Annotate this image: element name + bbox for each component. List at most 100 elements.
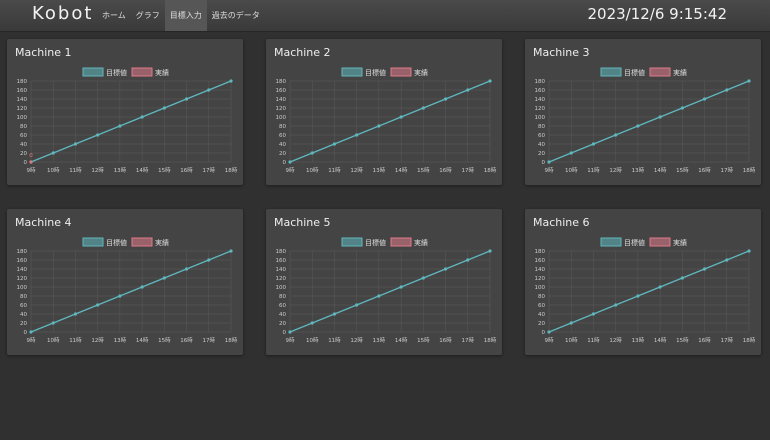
legend-label-target: 目標値 [365, 68, 386, 77]
chart-grid [548, 250, 750, 333]
x-tick-label: 15時 [417, 166, 430, 174]
data-point-target [658, 285, 662, 289]
x-tick-label: 17時 [203, 166, 216, 174]
data-point-target [118, 124, 122, 128]
machine-card-title: Machine 6 [533, 216, 590, 229]
y-tick-label: 60 [20, 303, 27, 309]
x-tick-label: 10時 [565, 336, 578, 344]
data-point-target [377, 294, 381, 298]
machine-card-title: Machine 3 [533, 46, 590, 59]
x-tick-label: 16時 [180, 166, 193, 174]
data-point-target [355, 303, 359, 307]
data-point-target [569, 321, 573, 325]
data-point-target [591, 312, 596, 316]
y-tick-label: 20 [538, 151, 545, 157]
machine-card: Machine 4 目標値 実績 0 20 40 60 80 100 120 140 160 180 9… [7, 209, 243, 355]
machine-chart: 目標値 実績 0 20 40 60 80 100 120 140 160 180 9時 10時 11時 12時… [535, 237, 756, 344]
series-line-target [289, 80, 491, 163]
data-point-target [636, 294, 640, 298]
x-tick-label: 13時 [632, 166, 645, 174]
data-point-target [725, 88, 729, 92]
nav-item-home[interactable]: ホーム [102, 11, 126, 20]
x-tick-label: 10時 [306, 336, 319, 344]
x-tick-label: 10時 [565, 166, 578, 174]
x-tick-label: 12時 [350, 166, 363, 174]
data-point-target [421, 106, 425, 110]
data-point-target [229, 79, 233, 83]
x-tick-label: 18時 [225, 336, 238, 344]
y-tick-label: 160 [276, 88, 287, 94]
y-tick-label: 20 [279, 321, 286, 327]
y-tick-label: 160 [17, 258, 28, 264]
chart-grid [30, 250, 232, 333]
y-tick-label: 80 [20, 124, 27, 130]
y-tick-label: 120 [17, 276, 28, 282]
data-point-target [29, 330, 33, 334]
machine-card: Machine 5 目標値 実績 0 20 40 60 80 100 120 140 160 180 9… [266, 209, 502, 355]
x-tick-label: 9時 [545, 166, 554, 174]
x-tick-label: 11時 [328, 166, 341, 174]
nav-item-target-input[interactable]: 目標入力 [164, 0, 207, 31]
machine-card: Machine 3 目標値 実績 0 20 40 60 80 100 120 140 160 180 9… [525, 39, 761, 185]
x-tick-label: 18時 [225, 166, 238, 174]
data-point-target [96, 133, 100, 137]
data-point-target [569, 151, 573, 155]
data-point-target [73, 312, 78, 316]
legend-swatch-actual [649, 237, 671, 247]
data-point-target [547, 160, 551, 164]
y-tick-label: 160 [535, 88, 546, 94]
x-tick-label: 17時 [721, 336, 734, 344]
data-point-target [207, 258, 211, 262]
y-tick-label: 0 [283, 330, 287, 336]
x-tick-label: 15時 [158, 166, 171, 174]
series-line-target [548, 80, 750, 163]
x-tick-label: 16時 [439, 166, 452, 174]
y-tick-label: 40 [279, 142, 286, 148]
data-point-target [399, 285, 403, 289]
data-point-target [702, 267, 707, 271]
y-tick-label: 40 [538, 312, 545, 318]
x-tick-label: 12時 [609, 166, 622, 174]
y-tick-label: 100 [535, 115, 546, 121]
x-tick-label: 15時 [676, 336, 689, 344]
legend-swatch-actual [649, 67, 671, 77]
chart-grid [30, 80, 232, 163]
y-tick-label: 0 [542, 330, 546, 336]
data-point-target [288, 160, 292, 164]
x-tick-label: 13時 [373, 166, 386, 174]
legend-label-target: 目標値 [365, 238, 386, 247]
x-tick-label: 9時 [27, 166, 36, 174]
data-point-target [680, 106, 684, 110]
chart-legend: 目標値 実績 [600, 237, 687, 247]
data-point-target [51, 151, 55, 155]
data-point-target [591, 142, 596, 146]
chart-legend: 目標値 実績 [82, 237, 169, 247]
chart-grid [548, 80, 750, 163]
x-tick-label: 14時 [136, 166, 149, 174]
y-tick-label: 100 [17, 115, 28, 121]
nav-item-past-data[interactable]: 過去のデータ [211, 11, 260, 20]
data-point-target [332, 312, 337, 316]
nav-item-graph[interactable]: グラフ [135, 11, 160, 20]
machine-card-title: Machine 1 [15, 46, 72, 59]
x-tick-label: 9時 [286, 166, 295, 174]
data-point-target [547, 330, 551, 334]
brand-logo[interactable]: Kobot [32, 3, 94, 24]
x-tick-label: 15時 [417, 336, 430, 344]
machine-card-title: Machine 4 [15, 216, 72, 229]
x-tick-label: 11時 [587, 336, 600, 344]
y-tick-label: 180 [535, 79, 546, 85]
x-tick-label: 16時 [180, 336, 193, 344]
chart-legend: 目標値 実績 [341, 67, 428, 77]
x-tick-label: 9時 [27, 336, 36, 344]
data-point-target [288, 330, 292, 334]
x-tick-label: 17時 [721, 166, 734, 174]
data-point-target [488, 79, 492, 83]
x-tick-label: 16時 [698, 166, 711, 174]
legend-label-target: 目標値 [624, 238, 645, 247]
x-tick-label: 9時 [286, 336, 295, 344]
x-tick-label: 14時 [654, 336, 667, 344]
x-tick-label: 12時 [609, 336, 622, 344]
x-tick-label: 12時 [91, 166, 104, 174]
y-tick-label: 40 [538, 142, 545, 148]
